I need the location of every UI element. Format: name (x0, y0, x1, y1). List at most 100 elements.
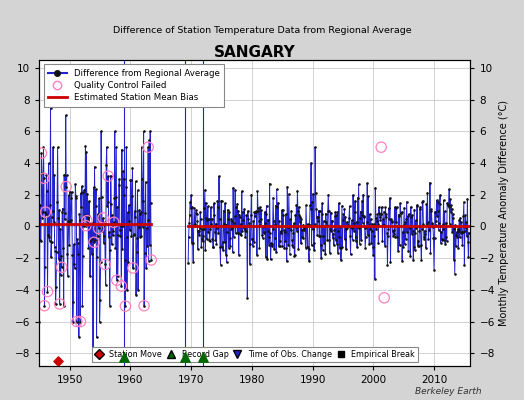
Point (43, 288, 52, 295)
Point (320, 240, 329, 246)
Point (89, 220, 97, 226)
Point (50, 172, 58, 178)
Point (385, 216, 394, 222)
Point (459, 212, 467, 219)
Point (388, 227, 397, 234)
Point (441, 220, 450, 226)
Point (85, 198, 93, 204)
Point (126, 227, 134, 234)
Point (374, 221, 382, 227)
Point (324, 192, 332, 198)
Point (316, 242, 325, 248)
Point (41, 209, 50, 215)
Point (62, 172, 71, 179)
Point (328, 218, 336, 224)
Point (205, 216, 213, 222)
Point (227, 216, 235, 222)
Point (56, 301, 64, 307)
Point (310, 220, 319, 227)
Point (357, 212, 366, 218)
Point (188, 204, 196, 210)
Point (453, 234, 462, 240)
Point (241, 234, 249, 240)
Point (383, 211, 391, 218)
Point (407, 204, 415, 210)
Point (272, 186, 281, 193)
Point (394, 222, 402, 229)
Point (51, 248, 59, 254)
Point (295, 212, 303, 218)
Point (378, 204, 386, 210)
Point (463, 233, 471, 239)
Point (93, 232, 102, 239)
Point (312, 214, 321, 220)
Point (438, 236, 446, 243)
Point (461, 212, 470, 218)
Point (253, 188, 261, 194)
Point (292, 202, 301, 208)
Point (372, 226, 380, 232)
Point (352, 234, 360, 240)
Point (42, 210, 50, 217)
Point (389, 232, 397, 239)
Point (198, 226, 206, 232)
Point (201, 247, 210, 253)
Point (421, 228, 429, 234)
Point (83, 218, 91, 224)
Point (342, 226, 351, 232)
Point (51, 301, 60, 308)
Point (52, 284, 60, 290)
Point (225, 234, 234, 241)
Point (130, 208, 139, 214)
Point (204, 229, 213, 236)
Point (266, 256, 275, 263)
Point (104, 173, 112, 179)
Point (298, 234, 306, 240)
Point (103, 144, 111, 150)
Point (311, 190, 320, 196)
Point (463, 196, 472, 202)
Point (347, 224, 355, 230)
Point (385, 205, 393, 211)
Point (49, 144, 57, 150)
Point (259, 229, 268, 235)
Point (367, 216, 375, 222)
Point (108, 212, 116, 218)
Point (369, 252, 377, 258)
Point (106, 247, 114, 254)
Point (104, 173, 112, 179)
Point (135, 207, 143, 214)
Point (457, 219, 465, 226)
Point (395, 211, 403, 218)
Point (239, 225, 248, 232)
Point (50, 243, 59, 250)
Point (311, 144, 319, 150)
Point (187, 205, 195, 212)
Point (325, 237, 333, 244)
Point (184, 234, 193, 240)
Point (300, 227, 308, 234)
Point (422, 245, 430, 251)
Point (191, 221, 199, 227)
Point (107, 201, 115, 207)
Point (82, 222, 90, 229)
Point (448, 228, 456, 235)
Point (249, 243, 257, 249)
Point (60, 172, 69, 178)
Point (206, 226, 215, 232)
Point (457, 229, 466, 235)
Point (195, 232, 203, 238)
Point (458, 229, 467, 236)
Point (240, 206, 248, 212)
Point (460, 199, 468, 205)
Point (291, 212, 300, 218)
Point (437, 228, 445, 235)
Point (124, 259, 133, 266)
Point (147, 257, 156, 263)
Point (74, 251, 83, 257)
Point (254, 208, 263, 214)
Point (336, 224, 345, 230)
Point (113, 204, 122, 210)
Point (276, 238, 285, 244)
Point (236, 214, 244, 220)
